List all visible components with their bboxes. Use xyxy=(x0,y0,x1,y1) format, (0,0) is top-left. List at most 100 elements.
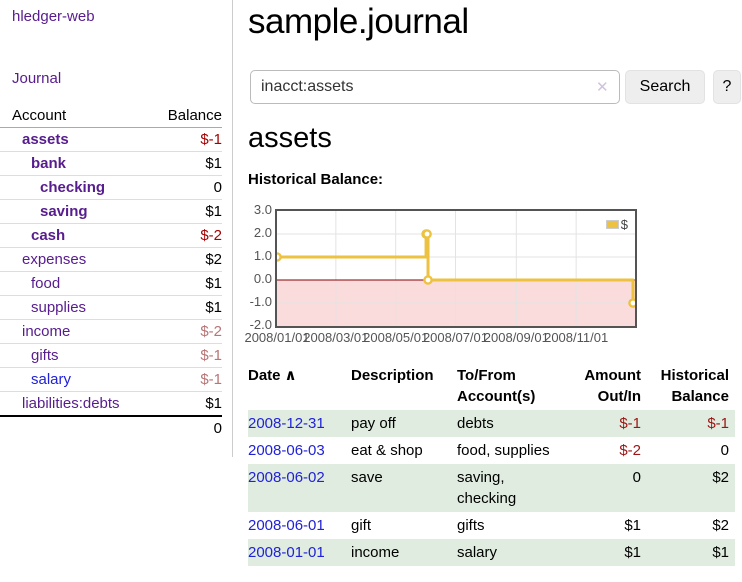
x-tick-label: 2008/03/01 xyxy=(303,330,369,345)
register-date-link[interactable]: 2008-06-01 xyxy=(248,517,325,534)
register-date-link[interactable]: 2008-12-31 xyxy=(248,415,325,432)
accounts-table: Account Balance assets $-1 bank $1 check… xyxy=(0,104,222,440)
account-link-expenses[interactable]: expenses xyxy=(22,251,87,268)
account-heading: assets xyxy=(248,122,332,154)
accounts-total-row: 0 xyxy=(0,415,222,440)
account-balance: $-2 xyxy=(152,319,222,344)
account-balance: $2 xyxy=(152,247,222,272)
account-link-gifts[interactable]: gifts xyxy=(31,347,59,364)
account-balance: $1 xyxy=(152,295,222,320)
register-amount: $-1 xyxy=(563,410,647,437)
register-balance: $2 xyxy=(647,464,735,512)
register-date-link[interactable]: 2008-06-02 xyxy=(248,469,325,486)
account-balance: $-1 xyxy=(152,343,222,368)
register-row: 2008-01-01 income salary $1 $1 xyxy=(248,539,735,566)
register-balance: $-1 xyxy=(647,410,735,437)
account-row: bank $1 xyxy=(0,151,222,176)
register-date-link[interactable]: 2008-01-01 xyxy=(248,544,325,561)
register-description: income xyxy=(345,539,451,566)
account-row: assets $-1 xyxy=(0,128,222,152)
search-form: ✕ Search ? xyxy=(250,70,742,104)
register-header-date[interactable]: Date ∧ xyxy=(248,367,297,384)
register-amount: $-2 xyxy=(619,442,641,459)
register-row: 2008-06-03 eat & shop food, supplies $-2… xyxy=(248,437,735,464)
x-tick-label: 2008/09/01 xyxy=(483,330,549,345)
account-balance: 0 xyxy=(152,175,222,200)
register-row: 2008-12-31 pay off debts $-1 $-1 xyxy=(248,410,735,437)
accounts-header-account: Account xyxy=(0,104,153,128)
register-accounts: salary xyxy=(451,539,563,566)
legend-label: $ xyxy=(620,217,628,232)
sidebar: hledger-web Journal Account Balance asse… xyxy=(0,0,233,457)
register-description: pay off xyxy=(345,410,451,437)
register-balance: $2 xyxy=(712,517,729,534)
register-header-balance: Historical Balance xyxy=(660,367,729,405)
account-balance: $-1 xyxy=(152,367,222,392)
accounts-header-row: Account Balance xyxy=(0,104,222,128)
sidebar-item-journal[interactable]: Journal xyxy=(12,70,62,87)
account-row: food $1 xyxy=(0,271,222,296)
register-description: gift xyxy=(351,517,372,534)
account-balance: $1 xyxy=(152,271,222,296)
register-accounts: food, supplies xyxy=(457,442,550,459)
register-description: eat & shop xyxy=(351,442,423,459)
account-balance: $-2 xyxy=(152,223,222,248)
account-link-liabilities-debts[interactable]: liabilities:debts xyxy=(22,395,120,412)
balance-chart: $ 3.0 2.0 1.0 0.0 -1.0 -2.0 2008/01/01 2008/03… xyxy=(244,202,742,349)
x-tick-label: 2008/07/01 xyxy=(422,330,489,345)
account-balance: $1 xyxy=(152,391,222,416)
historical-balance-label: Historical Balance: xyxy=(248,171,384,188)
account-link-bank[interactable]: bank xyxy=(31,155,67,172)
account-link-salary[interactable]: salary xyxy=(31,371,72,388)
search-input[interactable] xyxy=(250,70,620,104)
register-accounts: saving, checking xyxy=(451,464,563,512)
register-header-accounts: To/From Account(s) xyxy=(457,367,536,405)
chart-plot-area: $ xyxy=(275,209,637,328)
account-row: income $-2 xyxy=(0,319,222,344)
clear-search-icon[interactable]: ✕ xyxy=(596,79,609,96)
x-tick-label: 2008/01/01 xyxy=(244,330,310,345)
account-row: gifts $-1 xyxy=(0,343,222,368)
sort-ascending-icon: ∧ xyxy=(284,367,297,384)
register-header-description: Description xyxy=(351,367,434,384)
register-description: save xyxy=(345,464,451,512)
account-row: supplies $1 xyxy=(0,295,222,320)
y-tick-label: 1.0 xyxy=(253,248,272,263)
register-balance: $1 xyxy=(647,539,735,566)
account-link-checking[interactable]: checking xyxy=(40,179,106,196)
account-balance: $-1 xyxy=(200,131,222,148)
register-date-link[interactable]: 2008-06-03 xyxy=(248,442,325,459)
account-link-supplies[interactable]: supplies xyxy=(31,299,87,316)
account-balance: $1 xyxy=(152,199,222,224)
chart-legend: $ xyxy=(603,216,630,233)
accounts-header-balance: Balance xyxy=(152,104,222,128)
register-amount: 0 xyxy=(563,464,647,512)
x-tick-label: 2008/11/01 xyxy=(544,330,609,345)
account-row: salary $-1 xyxy=(0,367,222,392)
search-button[interactable]: Search xyxy=(625,70,705,104)
register-row: 2008-06-02 save saving, checking 0 $2 xyxy=(248,464,735,512)
register-header-row: Date ∧ Description To/From Account(s) Amo… xyxy=(248,362,735,410)
register-table: Date ∧ Description To/From Account(s) Amo… xyxy=(248,362,735,566)
account-row: checking 0 xyxy=(0,175,222,200)
register-header-amount: Amount Out/In xyxy=(584,367,641,405)
register-accounts: gifts xyxy=(457,517,485,534)
y-tick-label: 0.0 xyxy=(253,271,272,286)
account-balance: $1 xyxy=(152,151,222,176)
legend-swatch-icon xyxy=(605,220,619,229)
register-accounts: debts xyxy=(451,410,563,437)
y-tick-label: -2.0 xyxy=(249,317,272,332)
register-balance: 0 xyxy=(720,442,729,459)
account-link-food[interactable]: food xyxy=(31,275,61,292)
y-tick-label: 2.0 xyxy=(253,225,272,240)
register-amount: $1 xyxy=(563,539,647,566)
app-title-link[interactable]: hledger-web xyxy=(12,8,95,25)
help-button[interactable]: ? xyxy=(713,70,741,104)
account-link-cash[interactable]: cash xyxy=(31,227,66,244)
accounts-total-balance: 0 xyxy=(152,415,222,440)
account-row: liabilities:debts $1 xyxy=(0,391,222,416)
account-row: saving $1 xyxy=(0,199,222,224)
account-link-assets[interactable]: assets xyxy=(22,131,69,148)
account-link-income[interactable]: income xyxy=(22,323,71,340)
account-link-saving[interactable]: saving xyxy=(40,203,88,220)
